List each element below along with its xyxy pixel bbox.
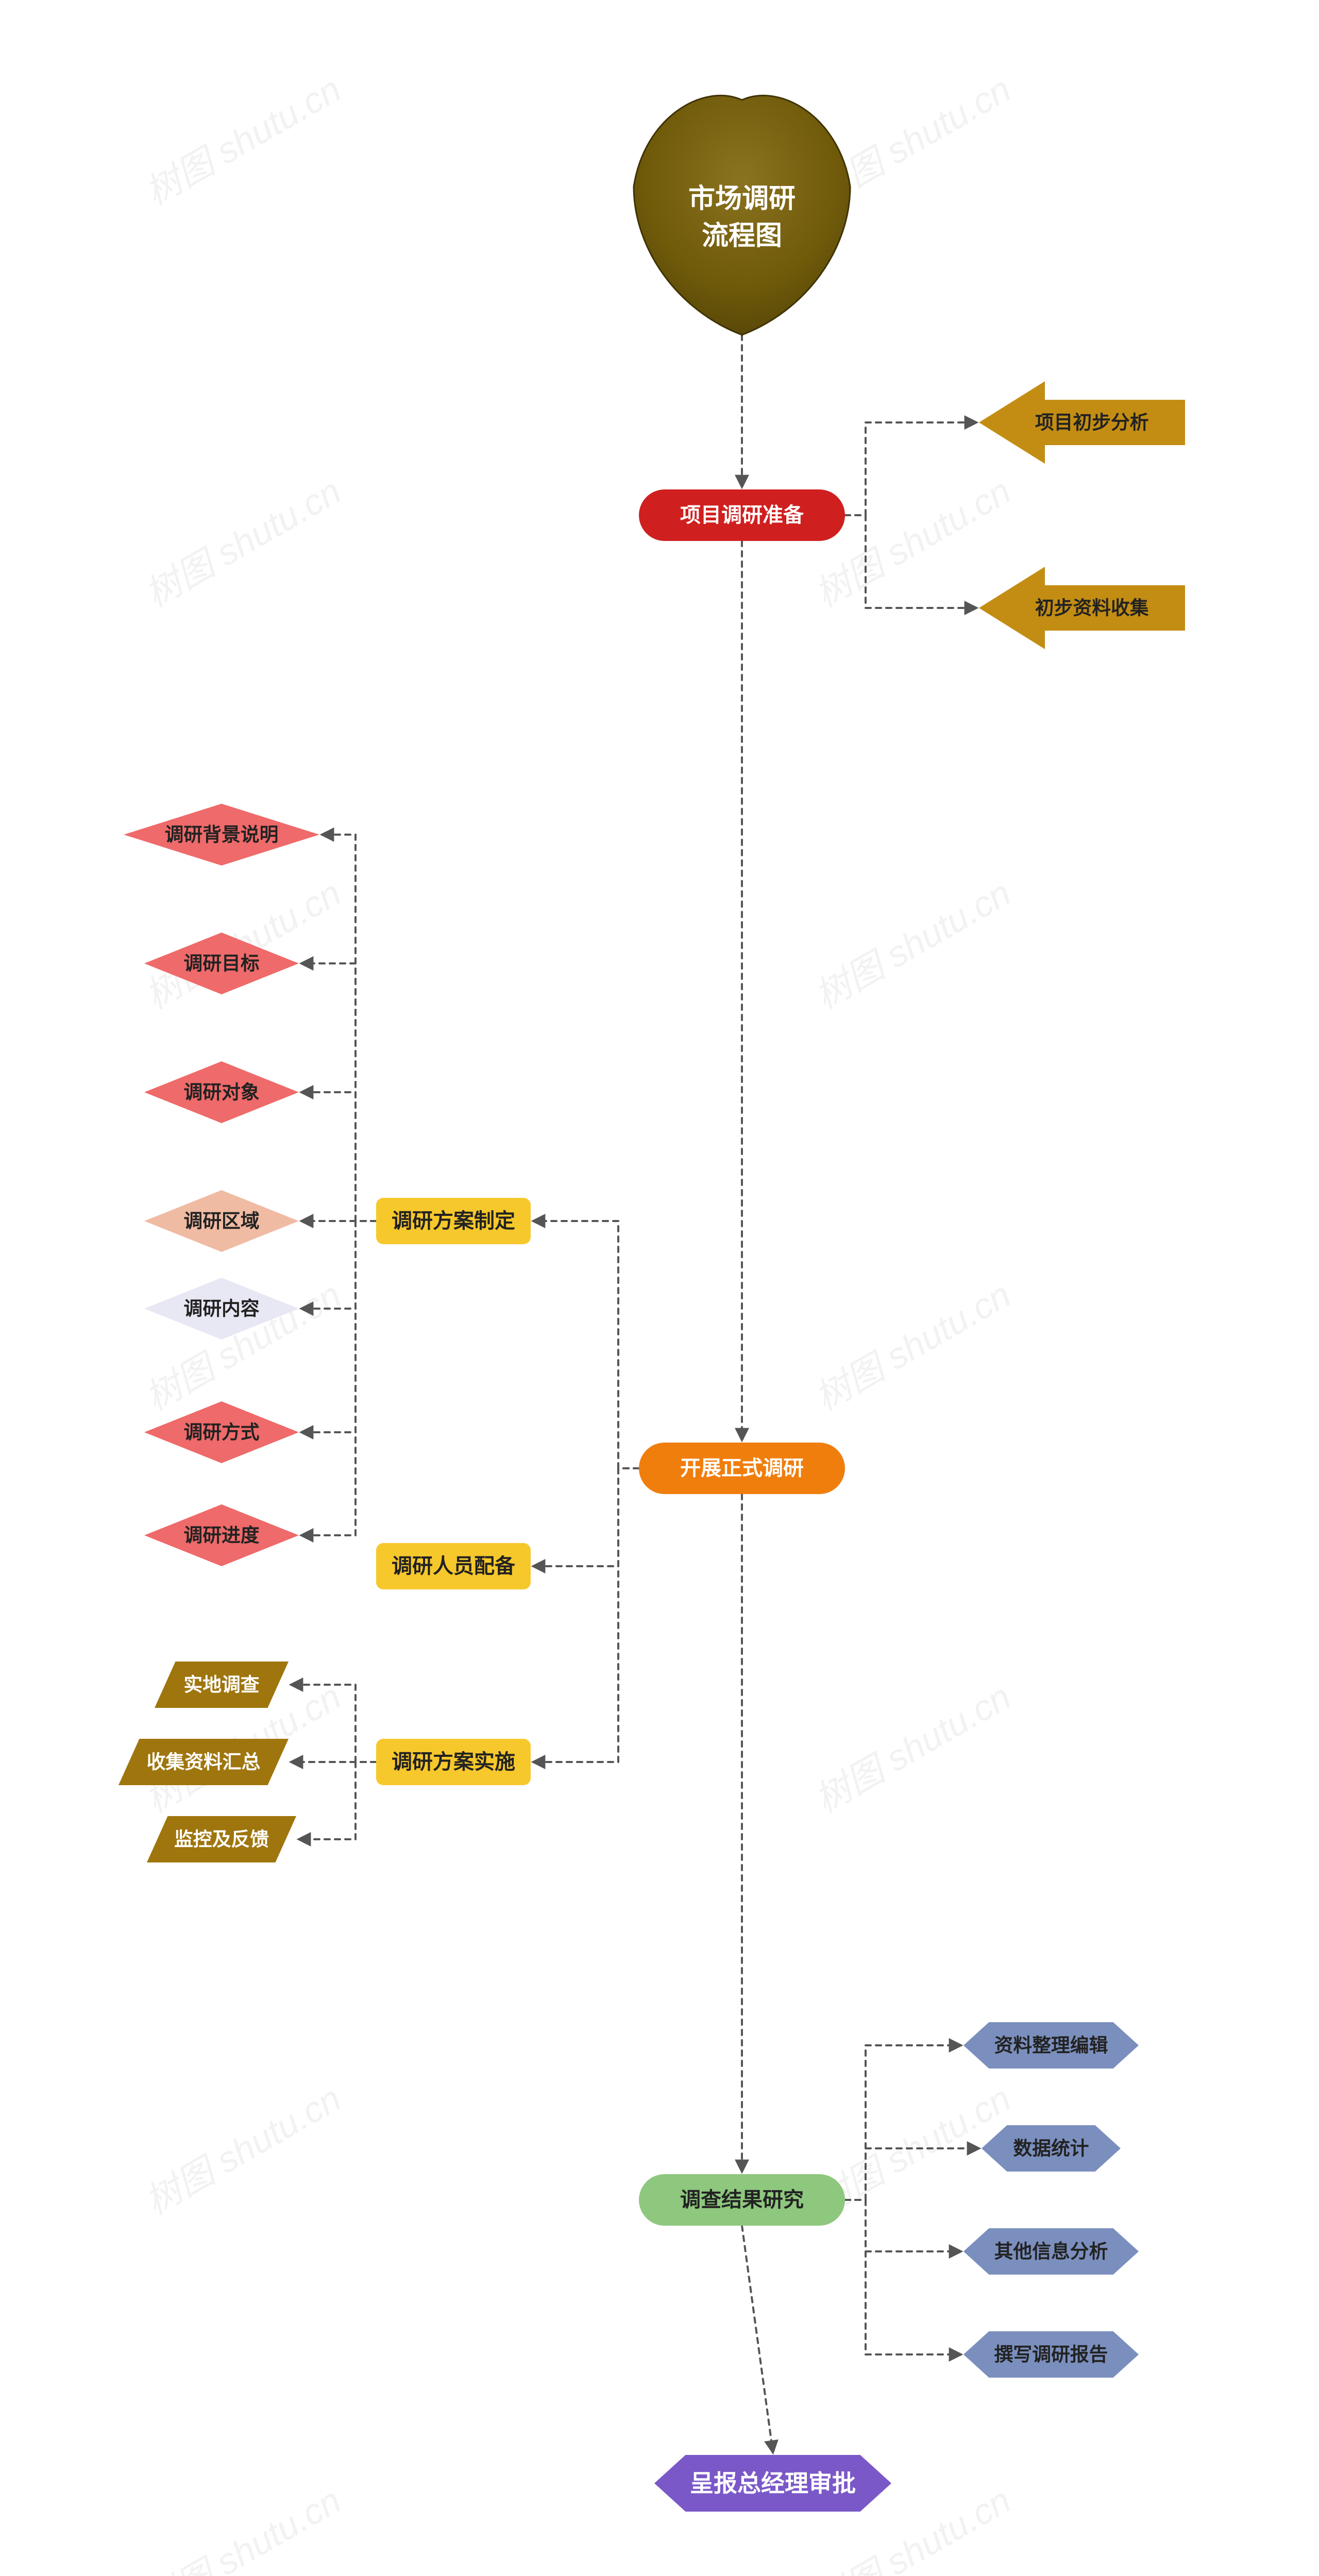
svg-text:资料整理编辑: 资料整理编辑 [994, 2035, 1108, 2056]
edge [302, 1221, 376, 1309]
node-h2: 数据统计 [982, 2125, 1121, 2172]
edge [845, 422, 976, 515]
node-h1: 资料整理编辑 [963, 2022, 1139, 2069]
svg-text:树图 shutu.cn: 树图 shutu.cn [139, 2480, 348, 2576]
svg-text:调查结果研究: 调查结果研究 [680, 2189, 804, 2211]
svg-text:调研方式: 调研方式 [183, 1422, 259, 1443]
svg-text:呈报总经理审批: 呈报总经理审批 [690, 2470, 856, 2497]
svg-text:市场调研: 市场调研 [688, 184, 796, 214]
svg-text:实地调查: 实地调查 [183, 1674, 259, 1696]
edge [302, 1221, 376, 1535]
node-h3: 其他信息分析 [963, 2228, 1139, 2275]
svg-text:调研方案实施: 调研方案实施 [392, 1751, 515, 1773]
svg-text:树图 shutu.cn: 树图 shutu.cn [808, 470, 1018, 615]
node-root: 市场调研流程图 [634, 95, 850, 335]
node-p_coll: 收集资料汇总 [119, 1739, 289, 1785]
svg-text:树图 shutu.cn: 树图 shutu.cn [808, 1274, 1018, 1418]
node-d_obj: 调研对象 [144, 1061, 299, 1123]
node-n3: 调查结果研究 [639, 2174, 845, 2226]
svg-text:流程图: 流程图 [702, 221, 782, 251]
node-h4: 撰写调研报告 [963, 2331, 1139, 2378]
svg-text:树图 shutu.cn: 树图 shutu.cn [808, 1676, 1018, 1820]
svg-text:开展正式调研: 开展正式调研 [680, 1457, 804, 1480]
svg-text:调研人员配备: 调研人员配备 [392, 1555, 516, 1578]
svg-text:调研对象: 调研对象 [183, 1082, 259, 1103]
edge [292, 1685, 376, 1762]
node-d_goal: 调研目标 [144, 933, 299, 994]
node-d_cont: 调研内容 [144, 1278, 299, 1340]
svg-text:树图 shutu.cn: 树图 shutu.cn [808, 872, 1018, 1016]
node-d_prog: 调研进度 [144, 1504, 299, 1566]
svg-text:调研内容: 调研内容 [183, 1298, 259, 1319]
edge [323, 835, 376, 1221]
svg-text:调研进度: 调研进度 [183, 1525, 259, 1546]
node-d_meth: 调研方式 [144, 1401, 299, 1463]
node-n2staff: 调研人员配备 [376, 1543, 531, 1589]
node-n2: 开展正式调研 [639, 1443, 845, 1494]
node-p_field: 实地调查 [155, 1662, 289, 1708]
edge [534, 1468, 639, 1762]
svg-text:调研方案制定: 调研方案制定 [392, 1210, 515, 1232]
edge [845, 2200, 960, 2251]
edge [534, 1468, 639, 1566]
node-n1b: 初步资料收集 [979, 567, 1185, 649]
edge [845, 2200, 960, 2354]
edge [742, 2226, 773, 2452]
edge [299, 1762, 376, 1839]
watermark-layer: 树图 shutu.cn 树图 shutu.cn 树图 shutu.cn 树图 shut… [139, 69, 1018, 2576]
flowchart-canvas: 树图 shutu.cn 树图 shutu.cn 树图 shutu.cn 树图 shut… [0, 0, 1319, 2576]
node-n2plan: 调研方案制定 [376, 1198, 531, 1244]
svg-text:项目调研准备: 项目调研准备 [680, 504, 804, 527]
edge [534, 1221, 639, 1468]
node-n1: 项目调研准备 [639, 489, 845, 541]
edge [302, 1221, 376, 1432]
svg-text:树图 shutu.cn: 树图 shutu.cn [139, 2078, 348, 2222]
svg-text:数据统计: 数据统计 [1013, 2138, 1089, 2159]
edge [845, 2148, 978, 2200]
svg-text:项目初步分析: 项目初步分析 [1035, 412, 1149, 433]
svg-text:树图 shutu.cn: 树图 shutu.cn [139, 470, 348, 615]
svg-text:其他信息分析: 其他信息分析 [994, 2241, 1108, 2262]
node-n2impl: 调研方案实施 [376, 1739, 531, 1785]
svg-text:撰写调研报告: 撰写调研报告 [994, 2344, 1108, 2365]
svg-text:监控及反馈: 监控及反馈 [174, 1829, 269, 1850]
svg-text:初步资料收集: 初步资料收集 [1035, 598, 1149, 619]
node-layer: 市场调研流程图项目调研准备 项目初步分析初步资料收集开展正式调研 调研方案制定调研人… [119, 95, 1185, 2512]
node-n1a: 项目初步分析 [979, 381, 1185, 464]
node-d_area: 调研区域 [144, 1190, 299, 1252]
svg-text:收集资料汇总: 收集资料汇总 [147, 1752, 261, 1773]
edge [845, 2045, 960, 2200]
svg-text:树图 shutu.cn: 树图 shutu.cn [139, 69, 348, 213]
edge-layer [292, 335, 978, 2452]
edge [845, 515, 976, 608]
edge [302, 1092, 376, 1221]
node-d_bg: 调研背景说明 [124, 804, 319, 866]
node-p_mon: 监控及反馈 [147, 1816, 296, 1862]
svg-text:调研背景说明: 调研背景说明 [165, 824, 279, 845]
node-n4: 呈报总经理审批 [654, 2455, 891, 2512]
svg-text:调研目标: 调研目标 [183, 953, 259, 974]
svg-text:调研区域: 调研区域 [183, 1211, 259, 1232]
